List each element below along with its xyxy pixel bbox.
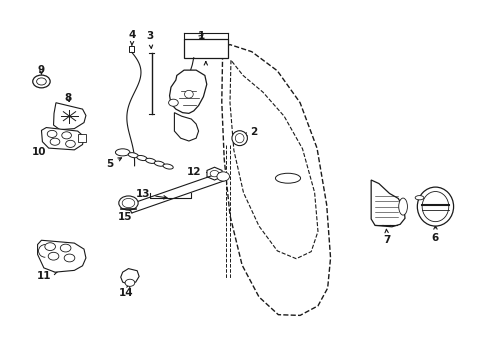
Ellipse shape bbox=[122, 198, 135, 208]
Ellipse shape bbox=[275, 173, 300, 183]
Circle shape bbox=[64, 254, 75, 262]
Circle shape bbox=[210, 170, 219, 177]
Circle shape bbox=[50, 138, 60, 145]
Circle shape bbox=[168, 99, 178, 106]
Polygon shape bbox=[38, 240, 86, 272]
Circle shape bbox=[61, 132, 71, 139]
Text: 14: 14 bbox=[119, 285, 133, 298]
Polygon shape bbox=[53, 103, 86, 130]
Polygon shape bbox=[169, 70, 206, 113]
Ellipse shape bbox=[145, 158, 156, 163]
Circle shape bbox=[45, 243, 55, 251]
Ellipse shape bbox=[119, 196, 138, 210]
Text: 8: 8 bbox=[64, 94, 72, 103]
Ellipse shape bbox=[128, 153, 138, 158]
Ellipse shape bbox=[416, 187, 453, 226]
Bar bbox=[183, 39, 227, 58]
Ellipse shape bbox=[163, 164, 173, 169]
Text: 5: 5 bbox=[106, 158, 122, 169]
Circle shape bbox=[48, 252, 59, 260]
Ellipse shape bbox=[235, 134, 244, 143]
Text: 13: 13 bbox=[136, 189, 167, 199]
Ellipse shape bbox=[184, 90, 193, 98]
Circle shape bbox=[65, 140, 75, 147]
Ellipse shape bbox=[414, 195, 423, 200]
Text: 4: 4 bbox=[128, 30, 136, 45]
Bar bbox=[129, 46, 134, 52]
Polygon shape bbox=[121, 269, 139, 284]
Ellipse shape bbox=[398, 198, 407, 215]
Text: 15: 15 bbox=[118, 207, 132, 222]
Text: 1: 1 bbox=[197, 31, 204, 41]
Polygon shape bbox=[41, 127, 84, 150]
Ellipse shape bbox=[115, 149, 130, 156]
Ellipse shape bbox=[137, 156, 147, 161]
Circle shape bbox=[33, 75, 50, 88]
Circle shape bbox=[47, 130, 57, 138]
Text: 9: 9 bbox=[38, 65, 45, 75]
Text: 7: 7 bbox=[383, 229, 390, 245]
Text: 3: 3 bbox=[146, 31, 154, 48]
Polygon shape bbox=[174, 113, 198, 141]
Bar bbox=[78, 134, 86, 142]
Circle shape bbox=[217, 172, 229, 181]
Circle shape bbox=[60, 244, 71, 252]
Ellipse shape bbox=[421, 192, 448, 222]
Text: 2: 2 bbox=[243, 127, 257, 137]
Polygon shape bbox=[370, 180, 404, 227]
Ellipse shape bbox=[154, 161, 164, 166]
Circle shape bbox=[37, 78, 46, 85]
Circle shape bbox=[125, 279, 135, 286]
Text: 10: 10 bbox=[32, 130, 54, 157]
Ellipse shape bbox=[231, 131, 247, 145]
Text: 6: 6 bbox=[431, 226, 438, 243]
Text: 12: 12 bbox=[186, 167, 211, 177]
Text: 11: 11 bbox=[37, 271, 57, 282]
